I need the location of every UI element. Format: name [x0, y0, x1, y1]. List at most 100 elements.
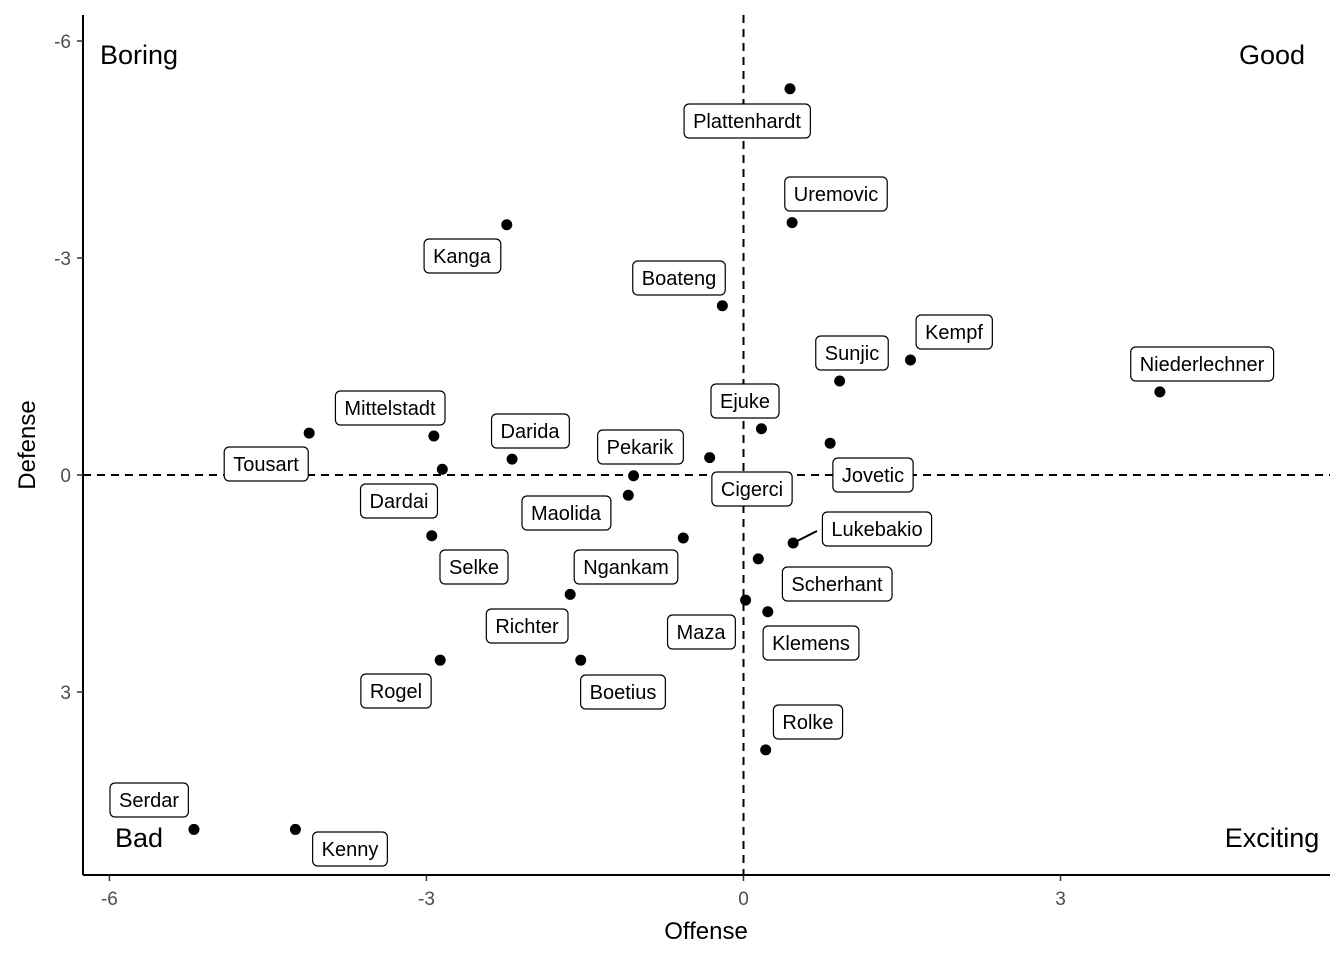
point-klemens — [762, 606, 774, 618]
label-text: Lukebakio — [831, 519, 922, 541]
y-tick-label: 3 — [60, 683, 71, 704]
point-labels: Plattenhardt Uremovic Kanga Boateng Kempf Sun… — [109, 103, 1275, 867]
label-text: Rogel — [370, 681, 422, 703]
point-mittelstadt — [428, 430, 440, 442]
point-darida — [506, 453, 518, 465]
label-text: Ngankam — [583, 557, 669, 579]
point-pekarik — [628, 470, 640, 482]
point-kempf — [904, 354, 916, 366]
label-box — [223, 446, 309, 482]
label-box — [334, 390, 446, 426]
label-ejuke: Ejuke — [710, 383, 780, 419]
point-kanga — [501, 219, 513, 231]
label-text: Boetius — [590, 682, 657, 704]
label-sunjic: Sunjic — [815, 335, 889, 371]
label-lukebakio: Lukebakio — [821, 511, 933, 547]
label-text: Selke — [449, 557, 499, 579]
y-tick-label: -3 — [54, 249, 71, 270]
label-box — [772, 704, 844, 740]
y-tick-label: 0 — [60, 466, 71, 487]
point-ejuke — [755, 423, 767, 435]
point-jovetic — [824, 437, 836, 449]
label-text: Pekarik — [607, 437, 675, 459]
label-serdar: Serdar — [109, 782, 189, 818]
label-box — [490, 413, 570, 449]
label-text: Klemens — [772, 633, 850, 655]
reference-lines — [83, 15, 1330, 875]
label-box — [1130, 346, 1275, 382]
label-text: Darida — [501, 421, 561, 443]
point-selke — [426, 530, 438, 542]
point-ngankam — [677, 532, 689, 544]
label-klemens: Klemens — [762, 625, 860, 661]
label-pekarik: Pekarik — [597, 429, 684, 465]
label-text: Rolke — [782, 712, 833, 734]
point-richter — [564, 588, 576, 600]
label-cigerci: Cigerci — [711, 471, 793, 507]
point-kenny — [289, 823, 301, 835]
label-mittelstadt: Mittelstadt — [334, 390, 446, 426]
point-serdar — [188, 823, 200, 835]
label-box — [832, 457, 914, 493]
label-plattenhardt: Plattenhardt — [683, 103, 811, 139]
x-tick-label: 0 — [738, 889, 749, 910]
point-maolida — [622, 489, 634, 501]
label-maolida: Maolida — [521, 495, 612, 531]
label-text: Tousart — [233, 454, 299, 476]
label-text: Uremovic — [794, 184, 878, 206]
label-box — [359, 483, 439, 519]
label-rolke: Rolke — [772, 704, 844, 740]
point-sunjic — [834, 375, 846, 387]
point-boetius — [575, 654, 587, 666]
label-box — [683, 103, 811, 139]
label-text: Ejuke — [720, 391, 770, 413]
label-text: Cigerci — [721, 479, 783, 501]
label-box — [710, 383, 780, 419]
label-text: Richter — [495, 616, 559, 638]
label-boetius: Boetius — [580, 674, 666, 710]
point-rolke — [760, 744, 772, 756]
quadrant-label-bottom-right: Exciting — [1225, 823, 1320, 853]
label-box — [521, 495, 612, 531]
label-box — [312, 831, 388, 867]
label-kanga: Kanga — [423, 238, 502, 274]
point-scherhant — [752, 553, 764, 565]
label-text: Scherhant — [791, 574, 883, 596]
label-text: Kenny — [322, 839, 379, 861]
label-text: Kanga — [433, 246, 492, 268]
label-text: Plattenhardt — [693, 111, 801, 133]
point-tousart — [303, 427, 315, 439]
point-dardai — [436, 463, 448, 475]
label-text: Niederlechner — [1140, 354, 1265, 376]
label-kempf: Kempf — [915, 314, 993, 350]
label-text: Sunjic — [825, 343, 879, 365]
point-maza — [740, 594, 752, 606]
label-darida: Darida — [490, 413, 570, 449]
quadrant-label-bottom-left: Bad — [115, 823, 163, 853]
label-rogel: Rogel — [360, 673, 432, 709]
label-dardai: Dardai — [359, 483, 439, 519]
point-niederlechner — [1154, 386, 1166, 398]
x-tick-label: -3 — [418, 889, 435, 910]
label-scherhant: Scherhant — [781, 566, 893, 602]
label-box — [360, 673, 432, 709]
label-tousart: Tousart — [223, 446, 309, 482]
label-richter: Richter — [485, 608, 569, 644]
label-box — [711, 471, 793, 507]
label-jovetic: Jovetic — [832, 457, 914, 493]
label-kenny: Kenny — [312, 831, 388, 867]
label-box — [821, 511, 933, 547]
x-axis-title: Offense — [664, 918, 748, 945]
x-tick-label: -6 — [101, 889, 118, 910]
axes: -6 -3 0 3 -6 -3 0 3 — [54, 15, 1330, 910]
label-box — [109, 782, 189, 818]
label-niederlechner: Niederlechner — [1130, 346, 1275, 382]
label-box — [485, 608, 569, 644]
label-box — [423, 238, 502, 274]
label-text: Dardai — [370, 491, 429, 513]
label-text: Maza — [677, 622, 727, 644]
label-box — [781, 566, 893, 602]
point-uremovic — [786, 217, 798, 229]
label-box — [915, 314, 993, 350]
label-box — [597, 429, 684, 465]
